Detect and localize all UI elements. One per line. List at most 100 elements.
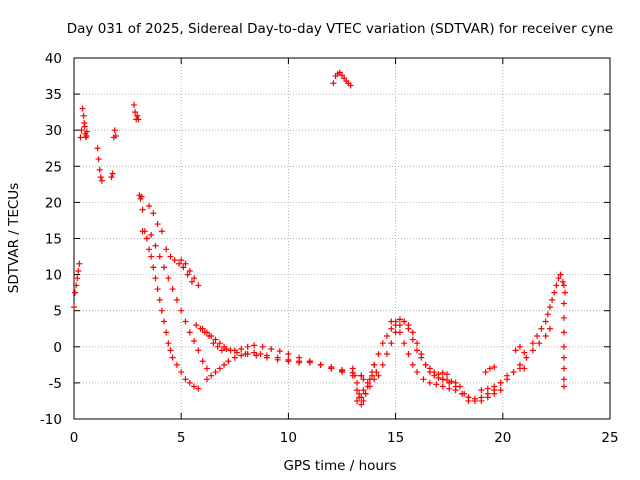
data-point bbox=[81, 123, 88, 130]
data-point bbox=[497, 387, 504, 394]
data-point bbox=[358, 372, 365, 379]
y-tick-label: 25 bbox=[45, 159, 62, 175]
data-point bbox=[296, 354, 303, 361]
data-point bbox=[459, 390, 466, 397]
data-point bbox=[203, 329, 210, 336]
axis-ticks: 0 5 10 15 20 25 -10 -5 0 5 10 15 20 25 30 35 40 bbox=[40, 51, 619, 446]
data-point bbox=[351, 372, 358, 379]
data-point bbox=[139, 206, 146, 213]
data-point bbox=[77, 134, 84, 141]
data-point bbox=[369, 372, 376, 379]
data-point bbox=[216, 365, 223, 372]
data-point bbox=[512, 347, 519, 354]
data-point bbox=[478, 387, 485, 394]
data-point bbox=[143, 235, 150, 242]
data-point bbox=[82, 134, 89, 141]
data-point bbox=[221, 361, 228, 368]
y-tick-label: 5 bbox=[53, 304, 62, 320]
data-point bbox=[465, 394, 472, 401]
data-point bbox=[178, 257, 185, 264]
data-point bbox=[484, 385, 491, 392]
data-point bbox=[251, 342, 258, 349]
data-point bbox=[178, 369, 185, 376]
data-point bbox=[375, 372, 382, 379]
data-point bbox=[354, 397, 361, 404]
data-point bbox=[244, 343, 251, 350]
data-point bbox=[96, 166, 103, 173]
x-tick-label: 0 bbox=[70, 430, 79, 446]
data-point bbox=[366, 383, 373, 390]
data-point bbox=[358, 401, 365, 408]
data-point bbox=[536, 340, 543, 347]
data-point bbox=[497, 379, 504, 386]
data-point bbox=[560, 329, 567, 336]
data-point bbox=[560, 300, 567, 307]
data-point bbox=[360, 387, 367, 394]
data-point bbox=[178, 307, 185, 314]
data-point bbox=[199, 325, 206, 332]
data-point bbox=[401, 340, 408, 347]
data-point bbox=[379, 361, 386, 368]
data-point bbox=[371, 376, 378, 383]
data-point bbox=[560, 365, 567, 372]
data-point bbox=[379, 340, 386, 347]
data-point bbox=[167, 347, 174, 354]
data-point bbox=[431, 372, 438, 379]
data-point bbox=[414, 340, 421, 347]
data-point bbox=[259, 343, 266, 350]
data-point bbox=[212, 369, 219, 376]
data-point bbox=[191, 338, 198, 345]
data-point bbox=[409, 361, 416, 368]
data-point bbox=[163, 246, 170, 253]
data-point bbox=[549, 296, 556, 303]
data-point bbox=[484, 390, 491, 397]
data-point bbox=[478, 394, 485, 401]
x-tick-label: 15 bbox=[387, 430, 404, 446]
data-point bbox=[186, 267, 193, 274]
y-tick-label: 40 bbox=[45, 51, 62, 67]
data-point bbox=[173, 296, 180, 303]
data-point bbox=[208, 372, 215, 379]
y-tick-label: 0 bbox=[53, 340, 62, 356]
data-point bbox=[203, 365, 210, 372]
data-point bbox=[285, 351, 292, 358]
data-point bbox=[251, 349, 258, 356]
data-point bbox=[135, 116, 142, 123]
data-point bbox=[109, 170, 116, 177]
data-point bbox=[339, 367, 345, 374]
data-point bbox=[516, 343, 523, 350]
data-point bbox=[516, 361, 523, 368]
data-point bbox=[388, 318, 395, 325]
data-point bbox=[212, 336, 219, 343]
data-point bbox=[538, 325, 545, 332]
data-point bbox=[131, 101, 138, 108]
y-tick-label: 35 bbox=[45, 87, 62, 103]
data-point bbox=[263, 352, 270, 359]
y-axis-label: SDTVAR / TECUs bbox=[6, 183, 22, 293]
data-point bbox=[74, 275, 81, 282]
data-point bbox=[83, 128, 90, 135]
data-points bbox=[71, 69, 568, 408]
data-point bbox=[364, 379, 371, 386]
data-point bbox=[94, 145, 101, 152]
data-point bbox=[186, 329, 193, 336]
data-point bbox=[244, 351, 251, 358]
data-point bbox=[561, 289, 568, 296]
data-point bbox=[426, 369, 433, 376]
data-point bbox=[439, 369, 446, 376]
data-point bbox=[186, 379, 193, 386]
data-point bbox=[167, 253, 174, 260]
data-point bbox=[560, 354, 567, 361]
data-point bbox=[317, 361, 324, 368]
x-tick-label: 20 bbox=[494, 430, 511, 446]
data-point bbox=[72, 289, 79, 296]
data-point bbox=[146, 246, 153, 253]
x-tick-label: 25 bbox=[601, 430, 618, 446]
data-point bbox=[80, 112, 87, 119]
data-point bbox=[414, 347, 421, 354]
data-point bbox=[439, 383, 446, 390]
data-point bbox=[231, 347, 238, 354]
data-point bbox=[388, 325, 395, 332]
data-point bbox=[521, 349, 528, 356]
data-point bbox=[555, 275, 562, 282]
